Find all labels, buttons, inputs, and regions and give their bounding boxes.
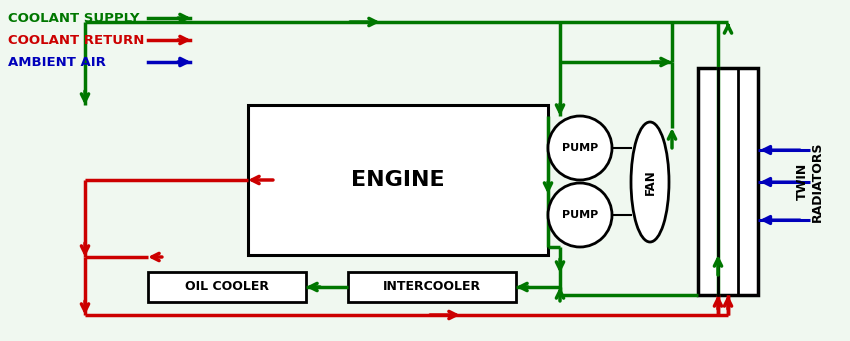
Text: FAN: FAN [643,169,656,195]
Ellipse shape [631,122,669,242]
Bar [348,272,516,302]
Circle shape [548,116,612,180]
Text: OIL COOLER: OIL COOLER [185,281,269,294]
Text: PUMP: PUMP [562,210,598,220]
Bar [698,68,758,295]
Text: AMBIENT AIR: AMBIENT AIR [8,56,106,69]
Text: ENGINE: ENGINE [351,170,445,190]
Text: COOLANT SUPPLY: COOLANT SUPPLY [8,12,139,25]
Circle shape [548,183,612,247]
Text: COOLANT RETURN: COOLANT RETURN [8,33,144,46]
Text: PUMP: PUMP [562,143,598,153]
Bar [248,105,548,255]
Bar [148,272,306,302]
Text: TWIN
RADIATORS: TWIN RADIATORS [796,141,824,222]
Text: INTERCOOLER: INTERCOOLER [383,281,481,294]
